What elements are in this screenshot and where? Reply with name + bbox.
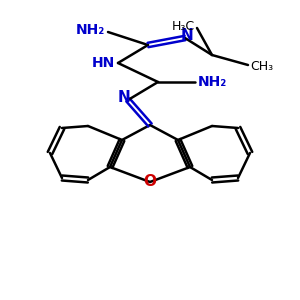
Text: N: N <box>118 91 130 106</box>
Text: N: N <box>181 28 194 44</box>
Text: O: O <box>143 175 157 190</box>
Text: CH₃: CH₃ <box>250 61 273 74</box>
Text: H₃C: H₃C <box>172 20 195 32</box>
Text: NH₂: NH₂ <box>76 23 105 37</box>
Text: NH₂: NH₂ <box>198 75 227 89</box>
Text: HN: HN <box>92 56 115 70</box>
